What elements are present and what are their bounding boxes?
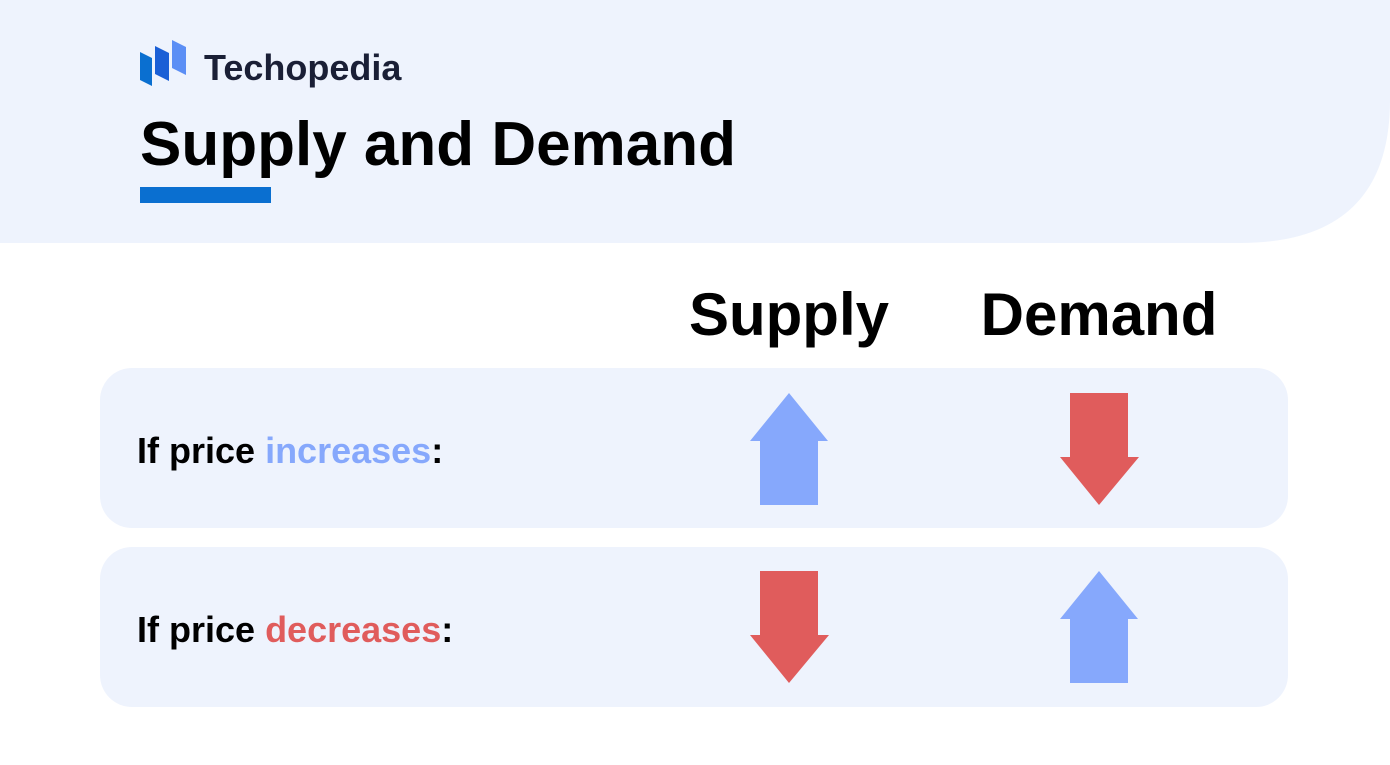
row-keyword: increases — [265, 430, 431, 471]
row-label: If price decreases: — [137, 609, 453, 650]
arrow-up — [1060, 571, 1138, 683]
row-suffix: : — [441, 609, 453, 650]
row-card — [100, 368, 1288, 528]
logo-icon — [140, 40, 186, 86]
title: Supply and Demand — [140, 110, 736, 179]
title-underline — [140, 187, 271, 203]
column-header: Supply — [689, 281, 890, 348]
header-band — [0, 0, 1390, 243]
row-prefix: If price — [137, 609, 255, 650]
row-label: If price increases: — [137, 430, 443, 471]
column-header: Demand — [981, 281, 1218, 348]
row-prefix: If price — [137, 430, 255, 471]
arrow-up — [750, 393, 828, 505]
row-keyword: decreases — [265, 609, 441, 650]
arrow-down — [1060, 393, 1139, 505]
brand: Techopedia — [204, 47, 402, 88]
row-suffix: : — [431, 430, 443, 471]
arrow-down — [750, 571, 829, 683]
row-card — [100, 547, 1288, 707]
